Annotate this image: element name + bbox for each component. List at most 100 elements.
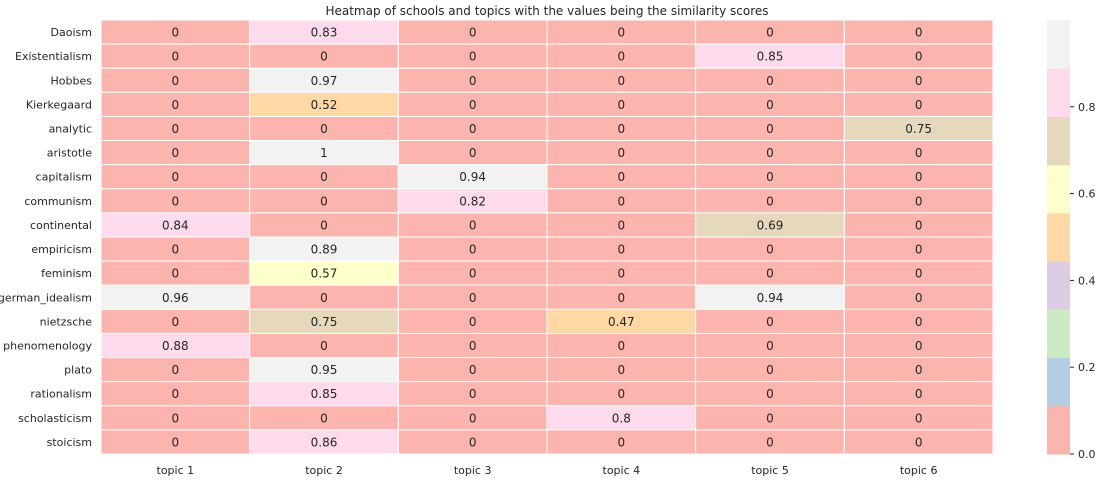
heatmap-cell	[249, 67, 399, 93]
row-label: german_idealism	[0, 291, 92, 304]
heatmap-cell	[249, 19, 399, 45]
heatmap-cell	[843, 405, 994, 431]
colorbar-segment	[1047, 405, 1070, 455]
heatmap-cell	[843, 140, 994, 166]
row-label: communism	[24, 195, 92, 208]
colorbar-segment	[1047, 68, 1070, 117]
heatmap-cell	[843, 212, 994, 238]
heatmap-cell	[695, 212, 845, 238]
cell-value-label: 0.57	[311, 267, 338, 281]
heatmap-cells: 0 0.83 0 0 0 0 0 0 0 0 0.85 0 0 0.97 0 0 0 0 0 0.52 0 0 0 0 0 0 0 0…	[100, 19, 994, 455]
heatmap-cell	[546, 164, 697, 190]
cell-value-label: 0	[915, 363, 923, 377]
cell-value-label: 0	[766, 122, 774, 136]
heatmap-cell	[397, 115, 548, 142]
cell-value-label: 0.52	[311, 98, 338, 112]
row-label: Daoism	[51, 26, 92, 39]
cell-value-label: 0	[172, 243, 180, 257]
cell-value-label: 0	[469, 218, 477, 232]
heatmap-cell	[100, 188, 251, 214]
heatmap-cell	[100, 381, 251, 407]
heatmap-cell	[397, 284, 548, 310]
cell-value-label: 0.97	[311, 74, 338, 88]
cell-value-label: 0	[915, 146, 923, 160]
cell-value-label: 0	[915, 194, 923, 208]
cell-value-label: 0.82	[459, 194, 486, 208]
cell-value-label: 0	[618, 387, 626, 401]
row-label: capitalism	[36, 171, 92, 184]
heatmap-cell	[546, 188, 697, 214]
cell-value-label: 0	[172, 170, 180, 184]
cell-value-label: 0	[915, 74, 923, 88]
cell-value-label: 0	[915, 50, 923, 64]
cell-value-label: 0	[320, 50, 328, 64]
cell-value-label: 0	[469, 363, 477, 377]
heatmap-cell	[695, 429, 845, 455]
heatmap-cell	[843, 260, 994, 286]
heatmap-cell	[546, 91, 697, 117]
heatmap-cell	[843, 115, 994, 142]
heatmap-cell	[843, 67, 994, 93]
cell-value-label: 0	[469, 74, 477, 88]
colorbar-segment	[1047, 212, 1070, 262]
cell-value-label: 0	[915, 98, 923, 112]
cell-value-label: 0	[320, 339, 328, 353]
cell-value-label: 0	[618, 218, 626, 232]
cell-value-label: 0	[915, 243, 923, 257]
cell-value-label: 0.75	[311, 315, 338, 329]
heatmap-cell	[397, 357, 548, 383]
cell-value-label: 0	[469, 26, 477, 40]
cell-value-label: 0	[766, 170, 774, 184]
row-label: aristotle	[47, 147, 92, 160]
heatmap-cell	[100, 19, 251, 45]
cell-value-label: 0	[618, 170, 626, 184]
cell-value-label: 0	[320, 218, 328, 232]
cell-value-label: 0	[172, 315, 180, 329]
cell-value-label: 0.8	[612, 411, 631, 425]
cell-value-label: 0	[320, 170, 328, 184]
heatmap-cell	[100, 332, 251, 359]
heatmap-cell	[843, 43, 994, 69]
cell-value-label: 0	[469, 98, 477, 112]
cell-value-label: 0	[469, 387, 477, 401]
heatmap-cell	[249, 308, 399, 334]
heatmap-cell	[249, 405, 399, 431]
colorbar-segment	[1047, 261, 1070, 310]
cell-value-label: 0	[172, 387, 180, 401]
column-label: topic 4	[603, 464, 641, 477]
heatmap-cell	[843, 164, 994, 190]
cell-value-label: 0	[766, 339, 774, 353]
heatmap-cell	[249, 284, 399, 310]
cell-value-label: 0	[172, 267, 180, 281]
cell-value-label: 0	[618, 243, 626, 257]
heatmap-cell	[843, 429, 994, 455]
column-label: topic 3	[454, 464, 492, 477]
cell-value-label: 0	[766, 146, 774, 160]
heatmap-cell	[546, 260, 697, 286]
heatmap-cell	[843, 308, 994, 334]
cell-value-label: 0	[172, 435, 180, 449]
column-labels: topic 1 topic 2 topic 3 topic 4 topic 5 topic…	[157, 464, 938, 477]
cell-value-label: 0	[766, 74, 774, 88]
heatmap-cell	[100, 91, 251, 117]
chart-title: Heatmap of schools and topics with the v…	[325, 4, 768, 18]
cell-value-label: 0	[320, 411, 328, 425]
heatmap-cell	[546, 308, 697, 334]
cell-value-label: 0	[915, 339, 923, 353]
cell-value-label: 0	[766, 363, 774, 377]
cell-value-label: 0.85	[311, 387, 338, 401]
cell-value-label: 0	[766, 315, 774, 329]
colorbar-segment	[1047, 116, 1070, 166]
cell-value-label: 0	[766, 98, 774, 112]
cell-value-label: 0	[469, 291, 477, 305]
cell-value-label: 0	[172, 363, 180, 377]
cell-value-label: 0	[172, 122, 180, 136]
colorbar-tick-label: 0.6	[1078, 188, 1096, 201]
colorbar-tick-label: 0.2	[1078, 361, 1096, 374]
row-label: nietzsche	[40, 315, 93, 328]
cell-value-label: 0	[915, 218, 923, 232]
heatmap-cell	[249, 212, 399, 238]
colorbar-tick-label: 0.8	[1078, 101, 1096, 114]
heatmap-cell	[397, 188, 548, 214]
colorbar-tick-label: 0.4	[1078, 274, 1096, 287]
